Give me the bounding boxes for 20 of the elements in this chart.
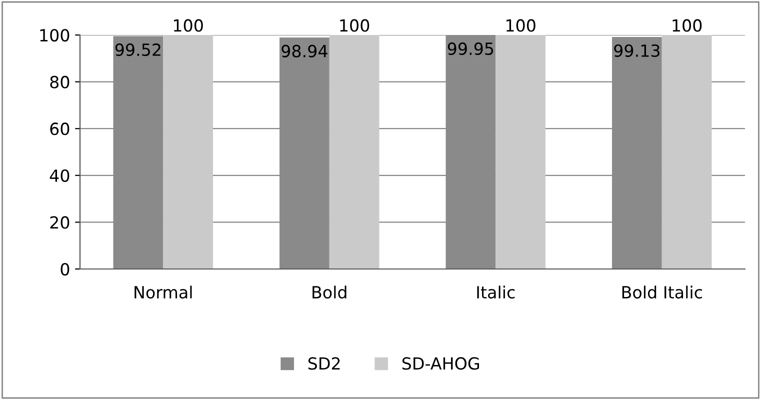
- data-label: 99.95: [448, 42, 494, 56]
- y-tick-label: 80: [50, 76, 70, 88]
- data-label: 100: [672, 19, 702, 32]
- y-tick-label: 60: [50, 122, 70, 136]
- data-label: 98.94: [282, 44, 328, 58]
- data-label: 99.13: [614, 44, 660, 57]
- x-tick-label: Normal: [134, 286, 192, 299]
- legend-label: SD-AHOG: [402, 357, 479, 370]
- data-label: 100: [340, 19, 370, 32]
- y-tick-label: 20: [50, 216, 70, 229]
- y-tick-label: 0: [60, 262, 70, 276]
- data-label: 99.52: [115, 43, 160, 56]
- y-tick-label: 100: [40, 28, 70, 42]
- x-tick-label: Italic: [477, 286, 515, 299]
- x-tick-label: Bold Italic: [622, 286, 702, 299]
- data-label: 100: [174, 19, 203, 32]
- data-label: 100: [506, 19, 536, 32]
- x-tick-label: Bold: [312, 286, 346, 299]
- legend-label: SD2: [308, 357, 340, 370]
- y-tick-label: 40: [50, 169, 70, 182]
